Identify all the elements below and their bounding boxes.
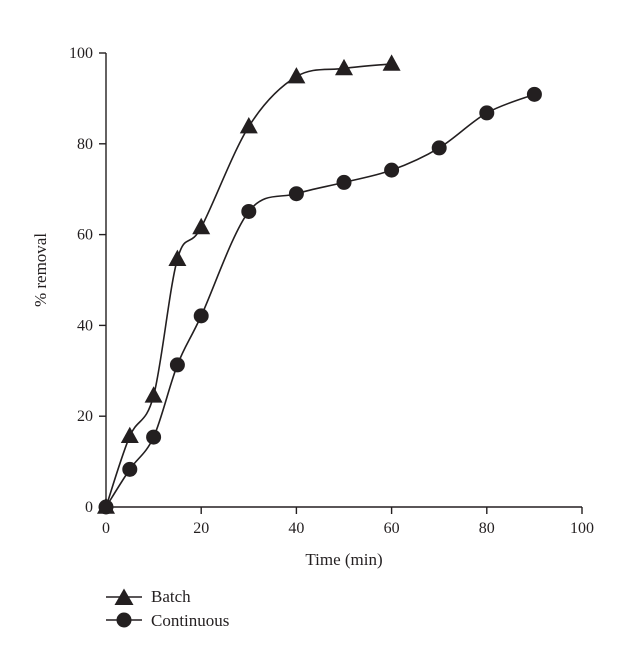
point-continuous-0: [98, 499, 114, 515]
point-continuous-11: [526, 86, 542, 102]
x-tick-label-4: 80: [479, 520, 495, 537]
point-batch-8: [382, 54, 401, 71]
legend-label-continuous: Continuous: [151, 611, 229, 630]
y-ticks: 0 20 40 60 80 100: [69, 45, 106, 516]
point-continuous-5: [241, 203, 257, 219]
point-continuous-1: [122, 461, 138, 477]
point-batch-4: [192, 217, 211, 235]
x-tick-label-0: 0: [102, 520, 110, 537]
y-tick-label-1: 20: [77, 408, 93, 425]
legend: Batch Continuous: [106, 587, 229, 630]
x-ticks: 0 20 40 60 80 100: [102, 507, 594, 537]
point-continuous-9: [431, 140, 447, 156]
y-tick-label-2: 40: [77, 317, 93, 334]
x-axis-title: Time (min): [305, 550, 382, 569]
point-batch-2: [144, 386, 163, 403]
point-continuous-4: [193, 308, 209, 324]
point-continuous-8: [384, 162, 400, 178]
point-continuous-7: [336, 174, 352, 190]
y-tick-label-5: 100: [69, 45, 93, 62]
point-batch-3: [168, 249, 187, 266]
y-tick-label-3: 60: [77, 227, 93, 244]
point-continuous-3: [169, 357, 185, 373]
point-continuous-10: [479, 105, 495, 121]
x-tick-label-5: 100: [570, 520, 594, 537]
y-axis-title: % removal: [31, 233, 50, 307]
x-tick-label-2: 40: [288, 520, 304, 537]
x-tick-label-3: 60: [384, 520, 400, 537]
series-layer: [97, 54, 542, 515]
y-tick-label-4: 80: [77, 136, 93, 153]
legend-label-batch: Batch: [151, 587, 191, 606]
point-continuous-2: [146, 429, 162, 445]
point-batch-1: [120, 426, 139, 443]
legend-marker-batch: [114, 588, 134, 605]
point-batch-5: [239, 117, 258, 134]
axes: [105, 53, 582, 508]
point-continuous-6: [288, 186, 304, 202]
point-batch-6: [287, 67, 306, 84]
point-batch-7: [335, 58, 353, 76]
legend-marker-continuous: [116, 612, 132, 628]
y-tick-label-0: 0: [85, 499, 93, 516]
x-tick-label-1: 20: [193, 520, 209, 537]
